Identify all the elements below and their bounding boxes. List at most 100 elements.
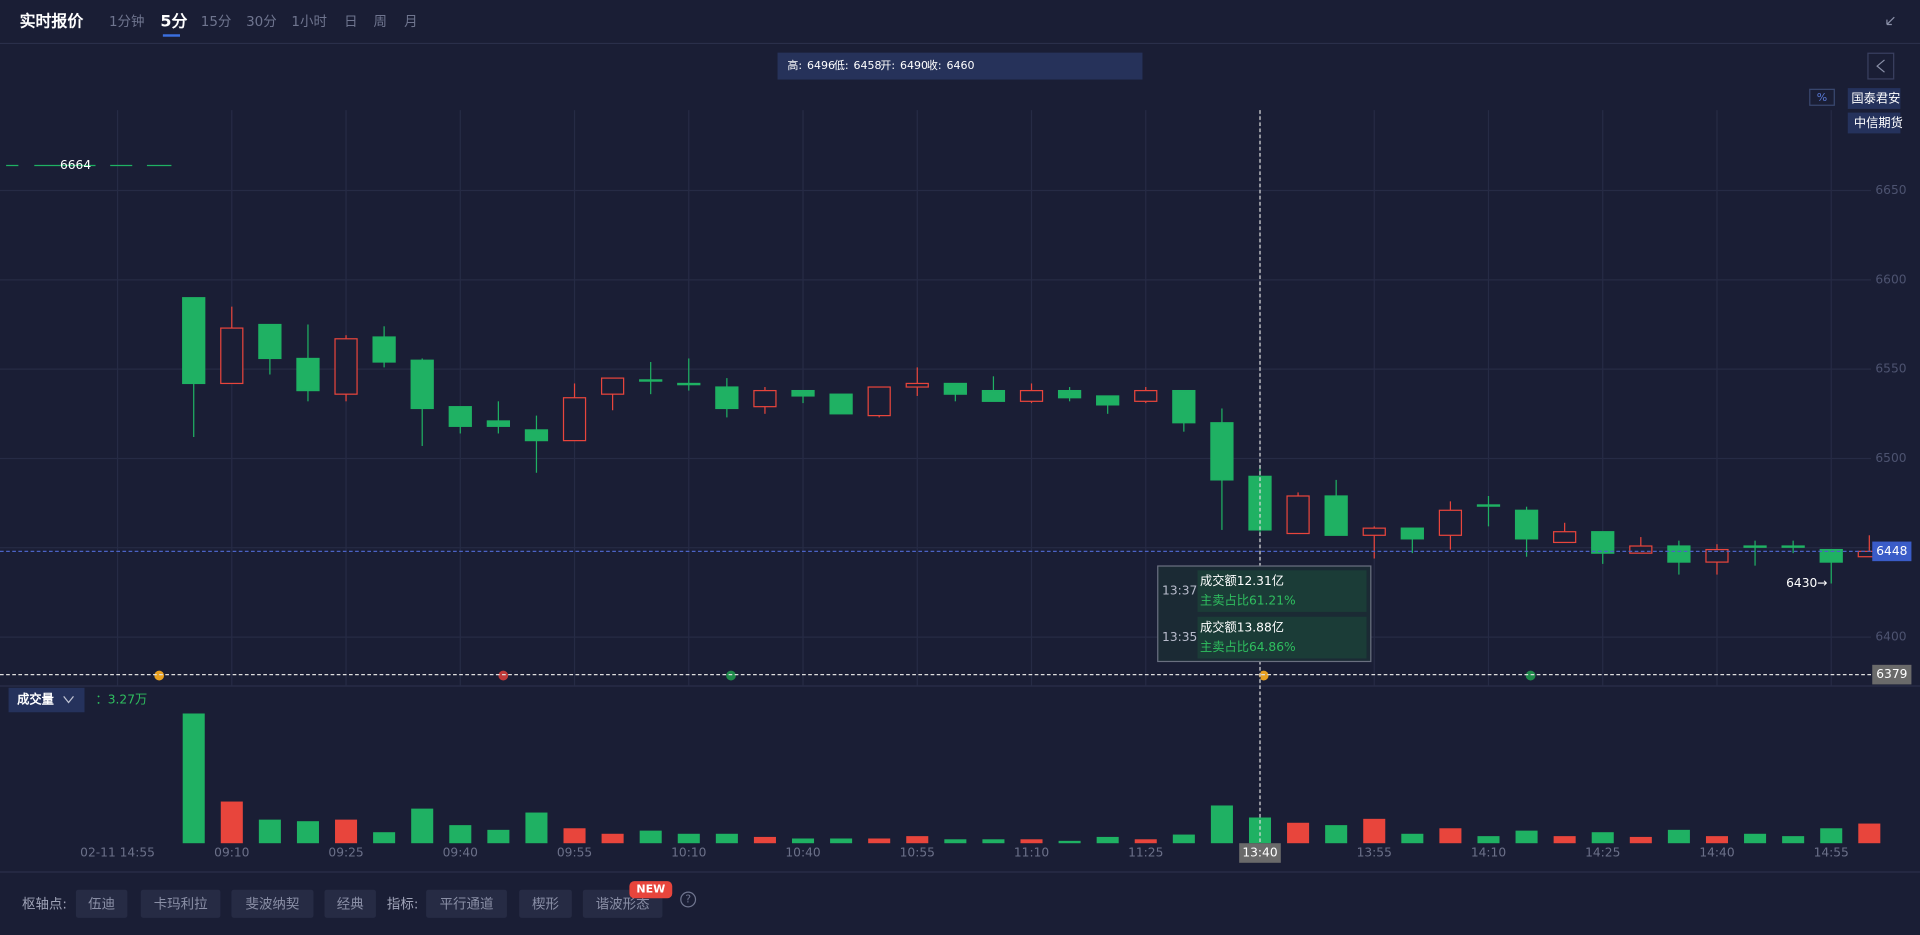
info-label: 开: xyxy=(880,59,895,72)
help-icon-text: ? xyxy=(685,893,691,906)
period-tab[interactable]: 日 xyxy=(344,15,357,30)
candle-body xyxy=(1476,504,1501,507)
new-badge-text: NEW xyxy=(636,883,665,896)
volume-bar xyxy=(1401,833,1424,844)
toolbar-button[interactable] xyxy=(231,889,314,918)
volume-value: ：3.27万 xyxy=(96,693,148,707)
dropdown-icon xyxy=(63,695,74,704)
toolbar-button[interactable] xyxy=(519,889,572,918)
x-tick-label: 09:55 xyxy=(557,846,592,860)
collapse-button[interactable] xyxy=(1867,52,1895,80)
x-tick-label: 10:55 xyxy=(900,846,935,860)
candle-body xyxy=(1743,545,1767,548)
candle-body xyxy=(791,389,815,397)
toolbar-button-text: 平行通道 xyxy=(440,896,494,912)
x-tick-label: 13:55 xyxy=(1357,846,1392,860)
info-value: 6490 xyxy=(900,59,928,72)
candle-body xyxy=(1438,509,1463,536)
last-price-label: 6448 xyxy=(1876,544,1907,558)
volume-bar xyxy=(830,838,853,844)
tooltip-row xyxy=(1197,616,1367,659)
x-tick-label: 09:25 xyxy=(328,846,363,860)
candle-body xyxy=(1210,422,1234,481)
info-label: 高: xyxy=(787,58,802,72)
info-value: 6458 xyxy=(853,59,881,72)
event-marker[interactable] xyxy=(1258,670,1269,681)
candle-body xyxy=(1286,495,1310,535)
candle-body xyxy=(220,327,244,385)
volume-bar xyxy=(1287,822,1310,844)
volume-bar xyxy=(1058,840,1081,844)
toolbar-button-text: 伍迪 xyxy=(88,896,115,912)
volume-bar xyxy=(258,819,281,844)
period-tab[interactable]: 1分钟 xyxy=(109,13,144,30)
volume-bar xyxy=(982,839,1005,844)
tooltip-text: 成交额12.31亿 xyxy=(1200,573,1284,588)
period-tab[interactable]: 月 xyxy=(404,15,417,30)
volume-bar xyxy=(487,829,510,844)
volume-dropdown[interactable] xyxy=(8,687,85,713)
volume-bar xyxy=(639,830,662,844)
toolbar-button-text: 楔形 xyxy=(532,896,559,912)
header-title: 实时报价 xyxy=(20,12,84,31)
toolbar-button[interactable] xyxy=(426,889,507,918)
toolbar-button[interactable] xyxy=(75,889,128,918)
candle-body xyxy=(715,386,739,410)
event-marker[interactable] xyxy=(1525,670,1536,681)
last-price-tag xyxy=(1872,541,1912,562)
y-tick-label: 6400 xyxy=(1875,630,1906,644)
collapse-icon xyxy=(1876,59,1885,73)
volume-bar xyxy=(601,833,624,844)
volume-bar xyxy=(1096,836,1119,844)
volume-bar xyxy=(1515,830,1538,844)
toolbar-button[interactable] xyxy=(140,889,221,918)
min-price-label: 6430→ xyxy=(1786,576,1827,590)
candle-body xyxy=(296,357,320,392)
x-tick-label: 09:10 xyxy=(214,846,249,860)
period-tab[interactable]: 30分 xyxy=(246,14,277,30)
toolbar-button[interactable] xyxy=(324,889,376,918)
tooltip-time: 13:37 xyxy=(1162,584,1197,598)
unit-toggle[interactable] xyxy=(1809,88,1835,106)
x-tick-label: 14:10 xyxy=(1471,846,1506,860)
volume-bar xyxy=(1172,834,1195,844)
cursor-price-tag xyxy=(1872,664,1912,685)
x-tick-label: 10:10 xyxy=(671,846,706,860)
x-tick-label: 14:55 xyxy=(1814,846,1849,860)
volume-bar xyxy=(220,801,243,844)
info-value: 6496 xyxy=(807,59,835,72)
candle-body xyxy=(448,406,472,427)
event-marker[interactable] xyxy=(154,670,165,681)
volume-bar xyxy=(1858,823,1881,844)
period-tab[interactable]: 1小时 xyxy=(291,14,326,30)
volume-bar xyxy=(1248,817,1272,844)
candle-body xyxy=(905,382,929,388)
minimize-icon[interactable] xyxy=(1886,16,1895,26)
candle-body xyxy=(1781,545,1805,548)
x-tick-label: 09:40 xyxy=(443,846,478,860)
volume-bar xyxy=(1820,828,1843,844)
volume-bar xyxy=(182,713,205,844)
y-tick-label: 6500 xyxy=(1875,451,1906,465)
help-icon[interactable] xyxy=(680,891,697,908)
event-marker[interactable] xyxy=(726,670,736,681)
period-tab[interactable]: 5分 xyxy=(160,12,187,31)
x-tick-label: 14:40 xyxy=(1699,846,1734,860)
candle-body xyxy=(486,420,511,427)
candle-body xyxy=(753,389,777,408)
broker-tag[interactable] xyxy=(1847,88,1901,109)
event-marker[interactable] xyxy=(498,670,509,681)
broker-tag[interactable] xyxy=(1847,112,1901,134)
candle-body xyxy=(867,386,891,417)
volume-bar xyxy=(373,832,396,844)
toolbar-button-text: 卡玛利拉 xyxy=(154,896,208,912)
period-tab[interactable]: 15分 xyxy=(201,14,232,30)
candle-body xyxy=(677,382,701,386)
volume-bar xyxy=(1705,836,1728,844)
period-tab[interactable]: 周 xyxy=(373,15,386,30)
broker-name: 中信期货 xyxy=(1854,115,1903,130)
volume-bar xyxy=(753,836,776,844)
y-tick-label: 6550 xyxy=(1875,362,1906,376)
